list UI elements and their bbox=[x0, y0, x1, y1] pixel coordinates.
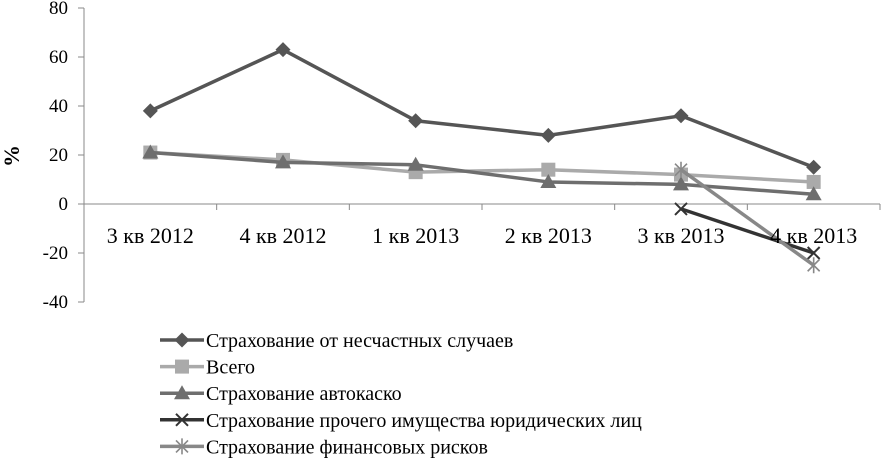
data-point bbox=[806, 159, 822, 175]
y-axis-label: % bbox=[0, 145, 24, 167]
y-tick-label: 20 bbox=[49, 145, 68, 166]
series-layer bbox=[142, 42, 822, 274]
data-point bbox=[806, 246, 821, 260]
legend-label: Всего bbox=[206, 357, 255, 379]
y-tick-label: 60 bbox=[49, 47, 68, 68]
legend-item: Страхование автокаско bbox=[160, 383, 402, 405]
y-tick-label: 40 bbox=[49, 96, 68, 117]
legend-marker bbox=[175, 438, 189, 455]
series-line bbox=[679, 168, 815, 267]
x-tick-label: 2 кв 2013 bbox=[505, 223, 592, 248]
data-point bbox=[806, 174, 821, 189]
legend-label: Страхование прочего имущества юридически… bbox=[206, 410, 642, 432]
x-tick-label: 3 кв 2012 bbox=[107, 223, 194, 248]
legend-label: Страхование финансовых рисков bbox=[206, 436, 488, 458]
y-tick-label: 0 bbox=[59, 194, 69, 215]
category-labels: 3 кв 2012 4 кв 2012 1 кв 2013 2 кв 2013 3 кв… bbox=[107, 223, 857, 248]
legend-item: Всего bbox=[160, 357, 255, 379]
data-point bbox=[407, 156, 424, 171]
data-point bbox=[805, 186, 822, 201]
series-line bbox=[680, 207, 815, 255]
legend-label: Страхование автокаско bbox=[206, 383, 402, 405]
x-tick-label: 4 кв 2013 bbox=[770, 223, 857, 248]
data-point bbox=[673, 176, 689, 191]
y-tick-label: -40 bbox=[43, 292, 68, 313]
data-point bbox=[275, 42, 291, 58]
series-1 bbox=[142, 42, 822, 175]
series-5 bbox=[674, 161, 821, 274]
data-point bbox=[275, 154, 291, 169]
x-tick-label: 4 кв 2012 bbox=[239, 223, 326, 248]
legend-item: Страхование прочего имущества юридически… bbox=[160, 410, 642, 432]
legend-marker bbox=[174, 332, 190, 348]
x-tick-label: 3 кв 2013 bbox=[637, 223, 724, 248]
axes: 80 60 40 20 0 -20 -40% bbox=[0, 0, 881, 313]
legend-item: Страхование от несчастных случаев bbox=[160, 330, 513, 352]
data-point bbox=[807, 257, 821, 274]
data-point bbox=[142, 144, 159, 159]
legend-marker bbox=[174, 385, 190, 400]
series-line bbox=[150, 150, 814, 184]
data-point bbox=[541, 162, 556, 177]
series-line bbox=[150, 150, 814, 196]
data-point bbox=[408, 113, 424, 129]
data-point bbox=[540, 127, 556, 143]
data-point bbox=[142, 103, 158, 119]
x-tick-label: 1 кв 2013 bbox=[372, 223, 459, 248]
series-2 bbox=[143, 145, 821, 189]
legend-label: Страхование от несчастных случаев bbox=[206, 330, 513, 352]
data-point bbox=[674, 161, 688, 178]
series-4 bbox=[674, 202, 821, 260]
legend-marker bbox=[175, 413, 189, 427]
legend-marker bbox=[175, 359, 189, 374]
series-3 bbox=[142, 144, 822, 201]
series-line bbox=[149, 47, 815, 169]
y-tick-label: -20 bbox=[43, 243, 68, 264]
data-point bbox=[674, 202, 688, 216]
y-tick-label: 80 bbox=[49, 0, 68, 19]
data-point bbox=[540, 173, 557, 188]
legend-item: Страхование финансовых рисков bbox=[160, 436, 488, 458]
data-point bbox=[673, 108, 689, 124]
legend: Страхование от несчастных случаев Всего Ст… bbox=[160, 330, 642, 458]
